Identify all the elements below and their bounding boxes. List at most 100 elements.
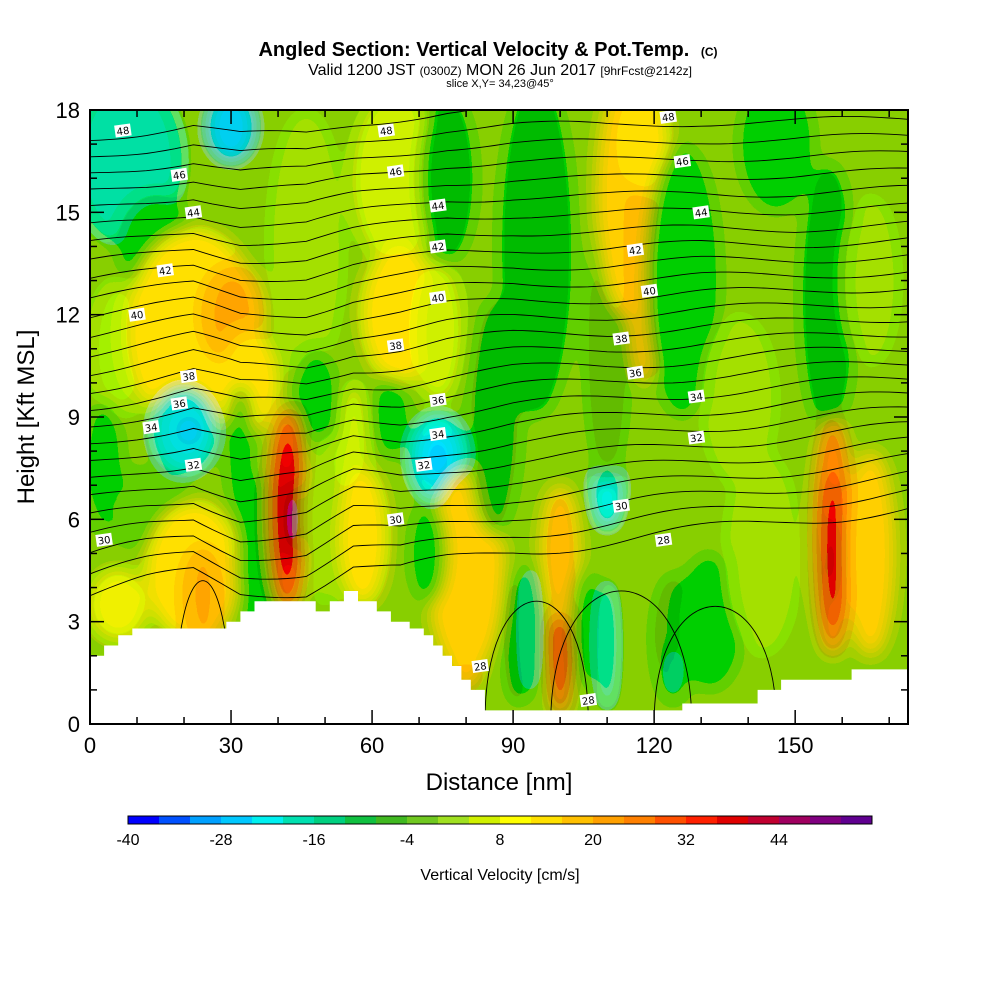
isentrope-line <box>90 391 908 461</box>
slice-label: slice X,Y= 34,23@45° <box>446 78 554 90</box>
isentrope-line <box>90 453 908 543</box>
isentrope-label-text: 30 <box>389 514 403 527</box>
colorbar-tick-label: 32 <box>677 832 695 849</box>
colorbar-title: Vertical Velocity [cm/s] <box>420 867 579 884</box>
isentrope-label: 28 <box>579 693 598 708</box>
colorbar-swatch <box>655 816 687 824</box>
isentrope-line <box>90 150 908 190</box>
isentrope-label: 48 <box>377 123 395 138</box>
chart-title: Angled Section: Vertical Velocity & Pot.… <box>258 39 717 61</box>
colorbar-swatch <box>469 816 501 824</box>
isentrope-label-text: 32 <box>187 460 201 473</box>
isentrope-label-text: 32 <box>690 433 704 446</box>
colorbar-swatch <box>345 816 377 824</box>
isentrope-line <box>90 421 908 503</box>
isentrope-label-text: 42 <box>431 242 445 255</box>
isentrope-label-text: 36 <box>628 368 642 381</box>
isentrope-line <box>90 287 908 339</box>
isentrope-line <box>90 436 908 523</box>
y-tick-label: 3 <box>68 610 80 635</box>
isentrope-label: 42 <box>429 239 447 254</box>
y-tick-label: 6 <box>68 507 80 532</box>
y-tick-label: 18 <box>56 98 80 123</box>
isentrope-line <box>90 271 908 319</box>
isentrope-label-text: 46 <box>389 167 403 180</box>
colorbar-swatch <box>438 816 470 824</box>
isentrope-label-text: 28 <box>581 695 595 708</box>
isentrope-label-text: 42 <box>628 245 642 258</box>
isentrope-line <box>90 508 908 599</box>
isentrope-line <box>90 346 908 412</box>
isentrope-line <box>90 332 908 395</box>
isentrope-label: 32 <box>687 430 706 446</box>
x-tick-label: 60 <box>360 733 384 758</box>
isentrope-label: 46 <box>386 164 405 180</box>
isentrope-label: 44 <box>184 205 203 220</box>
colorbar-swatch <box>841 816 873 824</box>
colorbar-swatch <box>779 816 811 824</box>
isentrope-label: 38 <box>179 369 198 384</box>
isentrope-label-text: 30 <box>614 501 628 514</box>
valid-time: Valid 1200 JST (0300Z) MON 26 Jun 2017 [… <box>308 62 692 79</box>
isentrope-label-text: 38 <box>389 341 403 354</box>
isentrope-line <box>90 110 669 142</box>
isentrope-line <box>90 406 908 482</box>
isentrope-label-text: 48 <box>661 112 675 125</box>
colorbar-swatch <box>531 816 563 824</box>
colorbar-tick-label: -28 <box>209 832 232 849</box>
colorbar-swatch <box>376 816 408 824</box>
isentrope-label-text: 44 <box>431 201 445 214</box>
isentrope-label: 36 <box>429 392 447 408</box>
isentrope-label: 36 <box>170 396 189 412</box>
colorbar-swatch <box>562 816 594 824</box>
isentrope-line <box>484 601 589 724</box>
colorbar-tick-label: -4 <box>400 832 414 849</box>
isentrope-line <box>90 133 908 174</box>
colorbar-swatch <box>748 816 780 824</box>
colorbar-tick-label: 20 <box>584 832 602 849</box>
y-tick-label: 12 <box>56 303 80 328</box>
isentrope-label: 48 <box>114 123 132 138</box>
isentrope-line <box>90 220 908 264</box>
colorbar-tick-label: 8 <box>496 832 505 849</box>
isentrope-label: 32 <box>184 457 203 473</box>
x-tick-label: 120 <box>636 733 673 758</box>
colorbar-swatch <box>624 816 656 824</box>
isentrope-labels: 48 48 48 46 46 46 44 44 44 42 42 42 40 40 40 38 38 38 36 36… <box>95 110 710 708</box>
isentrope-line <box>90 167 908 210</box>
isentrope-label: 36 <box>626 365 645 381</box>
colorbar-tick-label: -40 <box>116 832 139 849</box>
colorbar-swatch <box>252 816 284 824</box>
isentrope-label: 34 <box>687 389 706 404</box>
isentrope-label-text: 36 <box>172 399 186 412</box>
x-tick-label: 30 <box>219 733 243 758</box>
isentrope-label: 42 <box>156 263 174 278</box>
isentrope-line <box>90 202 908 247</box>
isentrope-label-text: 40 <box>643 286 657 299</box>
colorbar-swatch <box>500 816 532 824</box>
isentrope-label-text: 30 <box>97 535 111 548</box>
isentrope-label: 28 <box>654 532 673 548</box>
x-axis: 0 30 60 90 120 150 <box>84 110 890 758</box>
isentrope-label-text: 34 <box>431 429 445 442</box>
isentrope-label-text: 42 <box>158 265 172 278</box>
colorbar-swatch <box>314 816 346 824</box>
isentrope-label: 30 <box>95 532 113 548</box>
isentrope-line <box>90 317 908 377</box>
terrain-mask <box>90 591 908 724</box>
colorbar-swatch <box>190 816 222 824</box>
y-tick-label: 9 <box>68 405 80 430</box>
isentrope-label-text: 28 <box>657 535 671 548</box>
isentrope-label-text: 38 <box>614 334 628 347</box>
isentrope-label: 34 <box>142 420 160 435</box>
x-tick-label: 0 <box>84 733 96 758</box>
colorbar-swatch <box>686 816 718 824</box>
y-tick-label: 15 <box>56 200 80 225</box>
colorbar-swatch <box>593 816 625 824</box>
isentrope-label: 44 <box>692 205 710 220</box>
isentrope-line <box>90 184 908 228</box>
isentrope-line <box>550 590 693 724</box>
isentrope-label-text: 44 <box>694 207 708 220</box>
isentrope-label: 48 <box>659 110 677 125</box>
